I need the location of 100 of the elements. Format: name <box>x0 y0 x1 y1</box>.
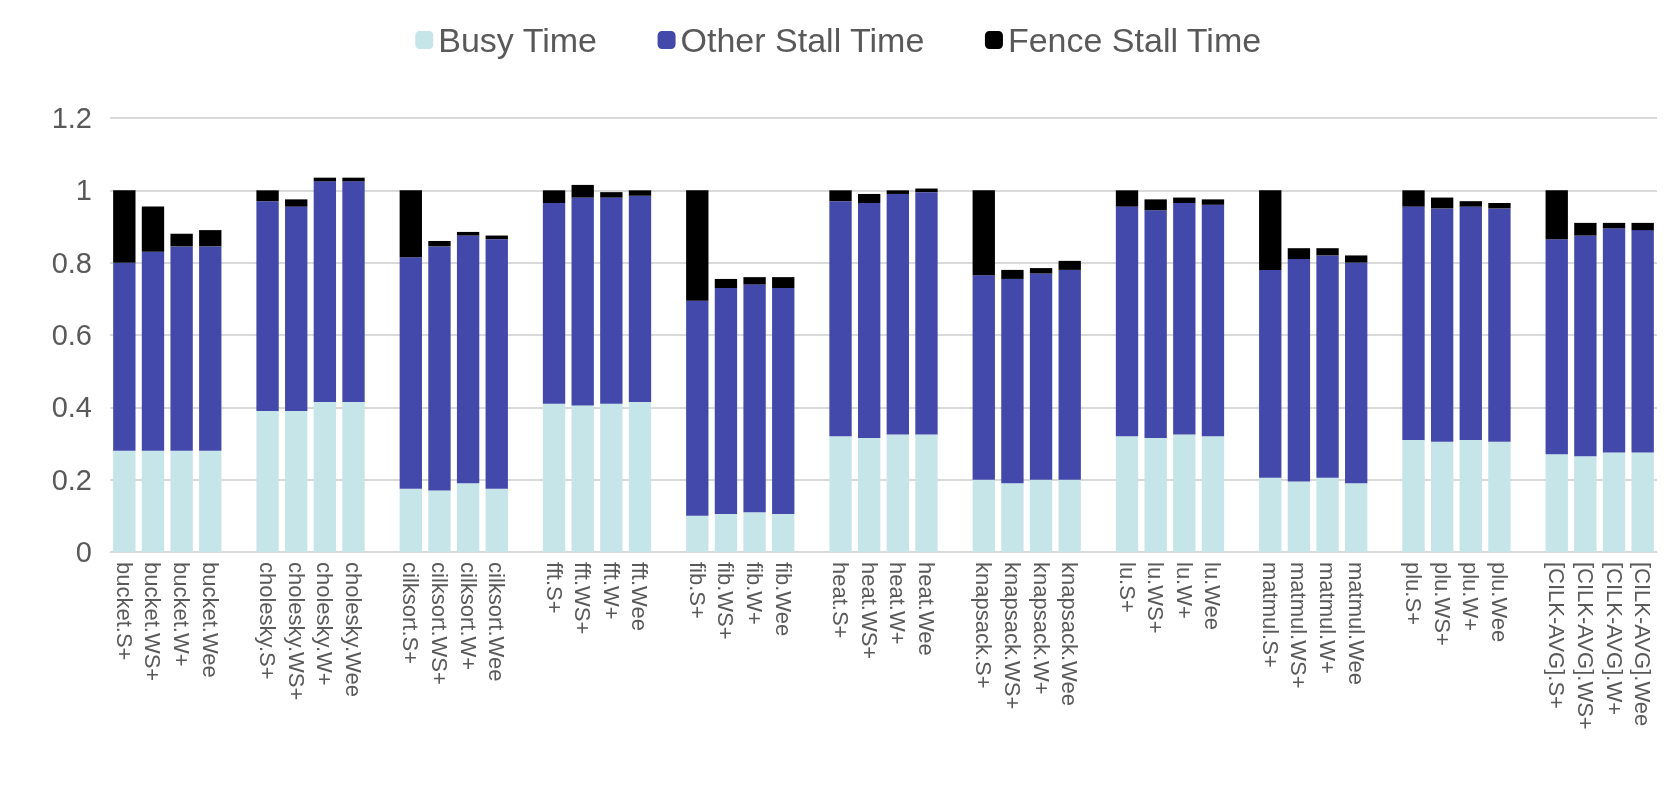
bar <box>1115 436 1139 552</box>
x-tick-label: lu.Wee <box>1200 562 1226 631</box>
bar <box>170 450 193 552</box>
x-tick-label: lu.S+ <box>1114 562 1140 613</box>
bar <box>1201 204 1225 437</box>
bar <box>342 401 365 552</box>
y-tick-label: 1.2 <box>51 102 92 134</box>
bar <box>915 192 938 435</box>
x-tick-label: cholesky.W+ <box>312 562 338 686</box>
x-tick-label: [CILK-AVG].S+ <box>1544 562 1570 709</box>
bar <box>1115 206 1139 437</box>
x-tick-label: fft.WS+ <box>570 562 596 635</box>
bar <box>285 410 308 552</box>
x-tick-label: cilksort.W+ <box>455 562 481 671</box>
bar <box>1402 206 1425 440</box>
bar <box>1173 434 1196 552</box>
x-tick-label: matmul.Wee <box>1343 562 1369 686</box>
bar <box>743 277 766 285</box>
x-tick-label: bucket.S+ <box>111 562 137 661</box>
bar <box>485 239 508 489</box>
x-tick-label: knapsack.WS+ <box>999 562 1025 710</box>
bar <box>1488 202 1511 209</box>
bar <box>542 190 566 203</box>
x-tick-label: cholesky.Wee <box>341 562 367 697</box>
bar <box>714 278 738 288</box>
x-tick-label: knapsack.W+ <box>1028 562 1054 695</box>
bar <box>542 403 566 552</box>
bar <box>1430 197 1454 209</box>
x-tick-label: heat.S+ <box>828 562 854 639</box>
bar <box>829 190 852 202</box>
bar <box>1144 199 1167 211</box>
x-tick-label: cilksort.S+ <box>398 562 424 665</box>
bar <box>600 197 623 404</box>
bar <box>1545 454 1568 552</box>
bar <box>886 193 909 435</box>
x-tick-label: cholesky.S+ <box>255 562 281 680</box>
y-tick-label: 0.8 <box>51 246 92 279</box>
bar <box>1631 452 1654 552</box>
x-tick-label: bucket.W+ <box>169 562 195 667</box>
bar <box>1316 248 1339 256</box>
x-tick-label: plu.WS+ <box>1429 562 1455 646</box>
bar <box>1316 255 1339 478</box>
bar <box>1316 477 1339 552</box>
bar <box>772 514 795 552</box>
bar <box>1402 190 1425 207</box>
x-tick-label: fib.S+ <box>684 562 710 619</box>
y-tick-label: 0.2 <box>51 463 92 496</box>
bar <box>1287 248 1311 260</box>
bar <box>1631 230 1654 453</box>
bar <box>858 202 881 439</box>
bar <box>1488 208 1511 442</box>
bar <box>1459 201 1482 207</box>
bar <box>428 246 451 491</box>
x-tick-label: matmul.WS+ <box>1286 562 1312 689</box>
bar <box>686 190 709 301</box>
bar <box>342 181 365 402</box>
x-tick-label: lu.WS+ <box>1143 562 1169 634</box>
bar <box>686 300 709 516</box>
x-tick-label: cilksort.Wee <box>484 562 510 682</box>
bar <box>1602 222 1626 229</box>
x-tick-label: fft.Wee <box>627 562 653 631</box>
bar <box>1173 202 1196 435</box>
bar <box>1115 190 1139 207</box>
x-tick-label: cilksort.WS+ <box>426 562 452 685</box>
x-tick-label: plu.S+ <box>1400 562 1426 625</box>
bar <box>1345 255 1368 263</box>
bar <box>1631 222 1654 231</box>
bar <box>141 206 165 252</box>
bar <box>199 246 222 451</box>
bar <box>772 287 795 515</box>
bar <box>456 235 480 484</box>
bar <box>256 190 279 202</box>
x-tick-label: fib.WS+ <box>713 562 739 640</box>
bar <box>285 206 308 411</box>
y-tick-label: 0.6 <box>51 319 92 351</box>
bar <box>428 490 451 552</box>
bar <box>1144 210 1167 439</box>
bar <box>829 201 852 437</box>
bar <box>456 483 480 552</box>
bar <box>141 251 165 451</box>
bar <box>829 436 852 552</box>
y-tick-label: 0 <box>75 536 92 568</box>
x-tick-label: cholesky.WS+ <box>283 562 309 701</box>
legend-label: Busy Time <box>438 21 597 59</box>
bar <box>1001 278 1024 484</box>
bar <box>1173 197 1196 203</box>
x-tick-label: knapsack.S+ <box>971 562 997 689</box>
bar <box>1201 199 1225 205</box>
bar <box>1029 273 1053 480</box>
bar <box>399 257 422 489</box>
bar <box>1488 441 1511 552</box>
bar <box>571 197 594 406</box>
bar <box>686 515 709 552</box>
x-tick-label: knapsack.Wee <box>1057 562 1083 706</box>
bar <box>1201 436 1225 552</box>
bar <box>170 233 193 247</box>
bar <box>113 262 136 451</box>
bar <box>600 403 623 552</box>
bar <box>199 230 222 247</box>
bar <box>1029 479 1053 552</box>
